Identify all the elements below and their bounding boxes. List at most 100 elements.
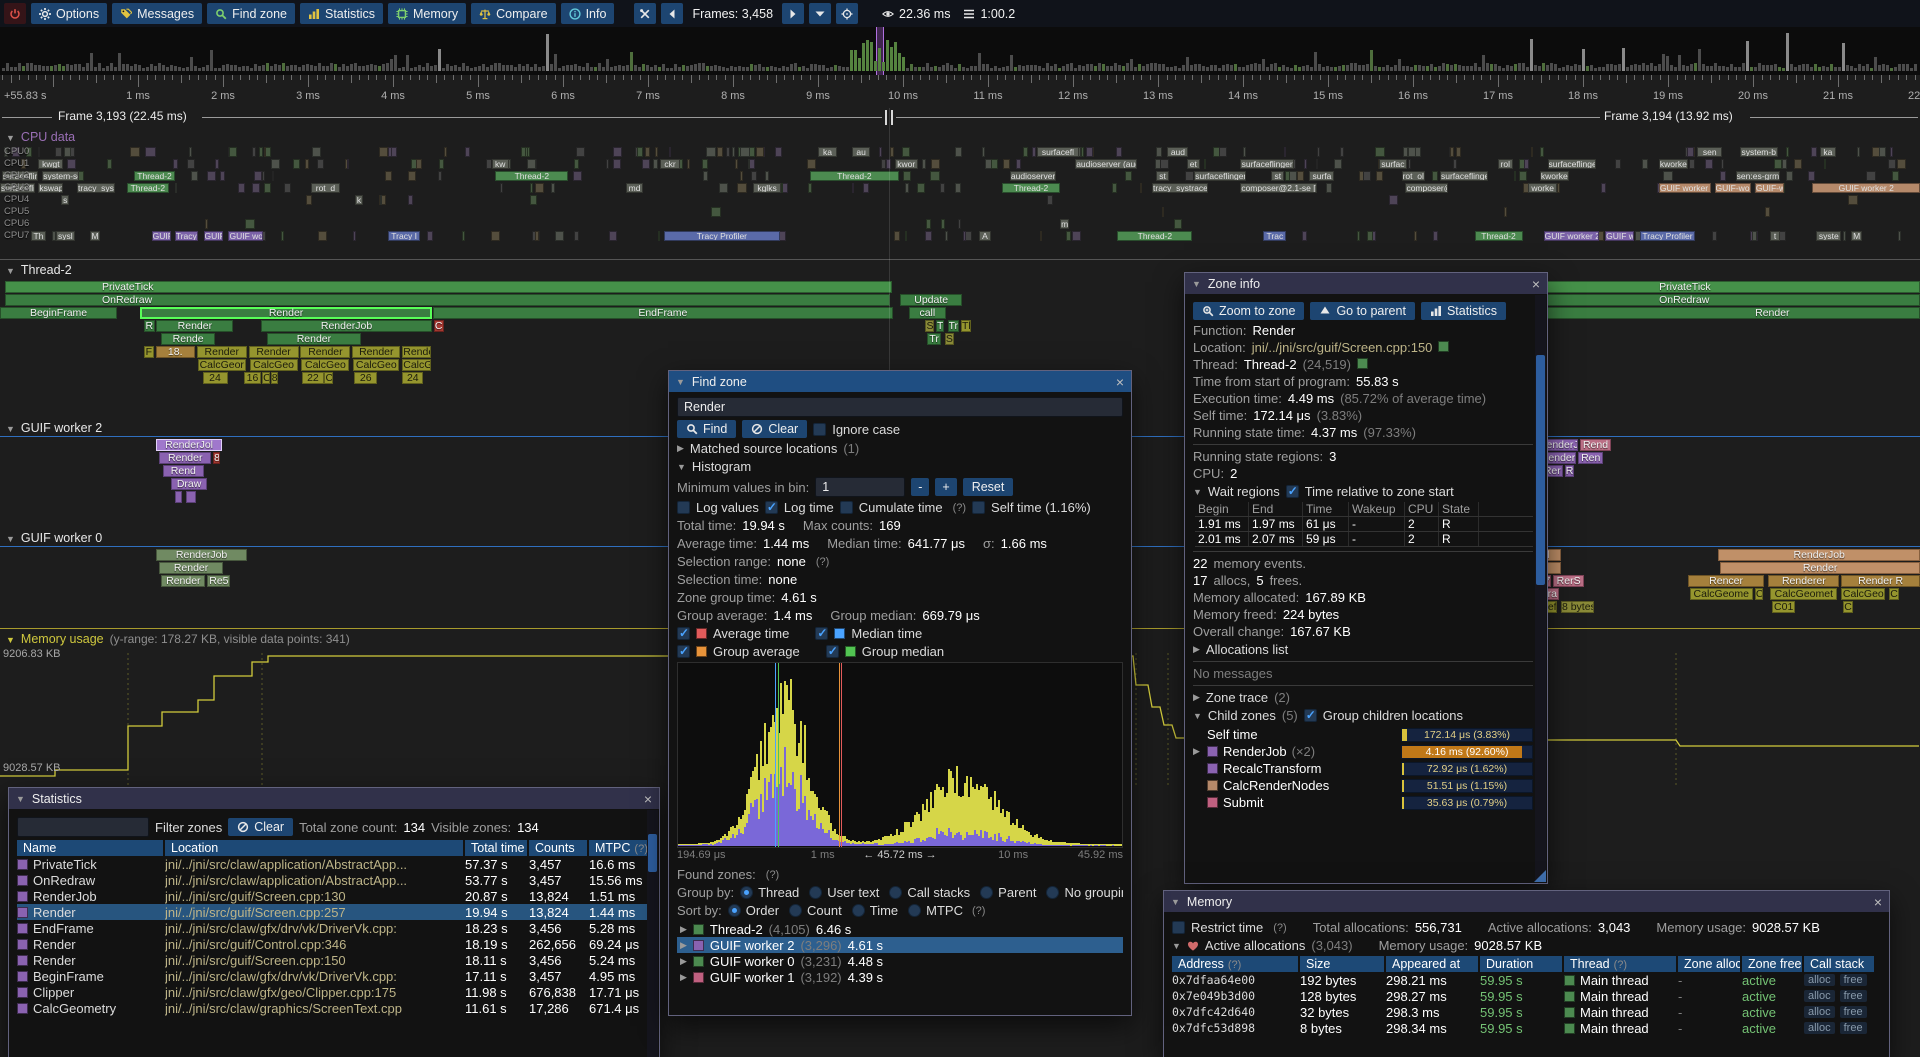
table-row[interactable]: CalcGeometry jni/../jni/src/claw/graphics… <box>17 1000 651 1016</box>
cpu-zone[interactable]: system-serv <box>42 171 79 181</box>
cpu-zone[interactable]: suraceflinge <box>1 171 39 181</box>
go-to-parent-button[interactable]: Go to parent <box>1310 302 1415 320</box>
radio-icon[interactable] <box>908 904 922 917</box>
cpu-zone[interactable]: composer@ <box>1405 183 1448 193</box>
timeline-zone[interactable]: call <box>909 307 946 319</box>
timeline-zone[interactable]: Tl <box>960 320 971 332</box>
cpu-zone[interactable]: GUIF worker 0 <box>1658 183 1711 193</box>
timeline-zone[interactable]: 18. <box>155 346 195 358</box>
cpu-zone[interactable]: Tracy <box>174 231 198 241</box>
timeline-zone[interactable]: Re5 <box>207 575 231 587</box>
table-row[interactable]: Render jni/../jni/src/guif/Control.cpp:34… <box>17 936 651 952</box>
timeline-zone[interactable]: Rend <box>163 465 204 477</box>
group-children-checkbox[interactable] <box>1303 708 1317 722</box>
toolbar-button-statistics[interactable]: Statistics <box>299 3 383 24</box>
collapse-arrow-icon[interactable]: ▼ <box>677 461 686 472</box>
timeline-zone[interactable]: BeginFrame <box>0 307 118 319</box>
column-header-total-time[interactable]: Total time <box>465 840 527 856</box>
timeline-zone[interactable]: Render F <box>402 346 432 358</box>
cpu-zone[interactable]: sysl <box>55 231 75 241</box>
timeline-zone[interactable]: C01 <box>1772 601 1796 613</box>
cpu-zone[interactable]: GUIF-w <box>1754 183 1784 193</box>
cpu-zone[interactable]: kswapd0 <box>38 183 64 193</box>
found-group-row[interactable]: ▶ GUIF worker 0 (3,231) 4.48 s <box>677 953 1123 969</box>
help-icon[interactable]: (?) <box>1273 921 1287 934</box>
group-option-call-stacks[interactable]: Call stacks <box>889 885 970 900</box>
help-icon[interactable]: (?) <box>1227 959 1242 971</box>
active-allocations-section[interactable]: ▼ Active allocations (3,043) Memory usag… <box>1172 938 1543 953</box>
statistics-titlebar[interactable]: ▼ Statistics × <box>9 788 659 809</box>
goto-frame-button[interactable] <box>809 3 832 24</box>
cpu-zone[interactable]: m <box>1059 219 1070 229</box>
timeline-zone[interactable]: CalcGeo <box>353 359 400 371</box>
cpu-zone[interactable]: k <box>355 195 363 205</box>
cpu-zone[interactable]: tracy_sys <box>76 183 116 193</box>
allocations-list-row[interactable]: ▶ Allocations list <box>1193 642 1289 657</box>
radio-icon[interactable] <box>740 886 754 899</box>
timeline-zone[interactable]: Render <box>161 575 206 587</box>
cpu-zone[interactable]: au <box>852 147 870 157</box>
timeline-zone[interactable]: Renderer <box>1768 575 1840 587</box>
column-header-name[interactable]: Name <box>17 840 163 856</box>
timeline-zone[interactable]: 16 <box>243 372 262 384</box>
cpu-zone[interactable]: ckr <box>660 159 680 169</box>
cpu-zone[interactable]: GUIF worker 2 <box>1543 231 1600 241</box>
column-header-address[interactable]: Address (?) <box>1172 956 1298 972</box>
cpu-zone[interactable]: ka <box>817 147 838 157</box>
reset-button[interactable]: Reset <box>962 478 1014 496</box>
histogram-plot[interactable] <box>677 662 1123 848</box>
cpu-zone[interactable]: Thread-2 <box>126 183 169 193</box>
histogram-section-row[interactable]: ▼ Histogram <box>677 459 752 474</box>
cpu-zone[interactable]: ka <box>1820 147 1836 157</box>
close-icon[interactable]: × <box>1873 893 1882 910</box>
search-input[interactable]: Render <box>677 397 1123 417</box>
column-header-call-stack[interactable]: Call stack <box>1804 956 1874 972</box>
cpu-zone[interactable]: surfac <box>1378 159 1408 169</box>
cpu-zone[interactable]: Thread-2 <box>495 171 569 181</box>
column-header-mtpc[interactable]: MTPC (?) <box>589 840 649 856</box>
timeline-zone[interactable]: Render <box>196 346 247 358</box>
timeline-zone[interactable]: Render <box>159 562 223 574</box>
min-bin-input[interactable]: 1 <box>815 477 906 497</box>
cpu-zone[interactable]: kwgt <box>38 159 64 169</box>
cpu-zone[interactable]: A <box>979 231 991 241</box>
column-header-zone-free[interactable]: Zone free <box>1742 956 1802 972</box>
resize-grip[interactable] <box>1534 870 1546 882</box>
toolbar-button-compare[interactable]: Compare <box>471 3 556 24</box>
collapse-arrow-icon[interactable]: ▶ <box>1193 644 1200 654</box>
cpu-zone[interactable]: audioserver <box>1009 171 1056 181</box>
scrollbar[interactable] <box>647 810 658 1057</box>
radio-icon[interactable] <box>980 886 994 899</box>
decrease-bin-button[interactable]: - <box>911 478 930 496</box>
cpu-zone[interactable]: kw <box>491 159 509 169</box>
cpu-zone[interactable]: Tracy Profiler <box>664 231 780 241</box>
timeline-zone[interactable]: EndFrame <box>432 307 893 319</box>
timeline-zone[interactable]: F <box>144 346 154 358</box>
timeline-zone[interactable]: RenderJob <box>156 549 247 561</box>
cpu-zone[interactable]: composer@2.1-se [HW <box>1240 183 1318 193</box>
call-stack-chip[interactable]: alloc <box>1804 990 1835 1002</box>
column-header-zone-alloc[interactable]: Zone alloc <box>1678 956 1740 972</box>
table-row[interactable]: EndFrame jni/../jni/src/claw/gfx/drv/vk/D… <box>17 920 651 936</box>
timeline-zone[interactable]: C <box>1754 588 1763 600</box>
table-row[interactable]: 0x7e049b3d00 128 bytes 298.27 ms 59.95 s Mai… <box>1172 988 1881 1004</box>
timeline-zone[interactable]: 8 bytes <box>1560 601 1594 613</box>
group-option-thread[interactable]: Thread <box>740 885 799 900</box>
memory-titlebar[interactable]: ▼ Memory × <box>1164 891 1889 912</box>
timeline-zone[interactable]: 24 <box>402 372 424 384</box>
cpu-zone[interactable]: kworke <box>1539 171 1569 181</box>
child-zone-row[interactable]: CalcRenderNodes 51.51 μs (1.15%) <box>1193 777 1533 794</box>
cpu-zone[interactable]: M <box>1850 231 1863 241</box>
next-frame-button[interactable] <box>782 3 805 24</box>
cpu-zone[interactable]: sen:es-grm <box>1735 171 1780 181</box>
toolbar-button-messages[interactable]: Messages <box>112 3 203 24</box>
cpu-zone[interactable]: st <box>1271 171 1285 181</box>
collapse-arrow-icon[interactable]: ▼ <box>6 266 15 276</box>
power-button[interactable] <box>4 3 26 24</box>
call-stack-chip[interactable]: free <box>1839 974 1867 986</box>
cpu-zone[interactable]: Thread-2 <box>1002 183 1060 193</box>
timeline-zone[interactable]: Tr <box>947 320 960 332</box>
table-row[interactable]: Render jni/../jni/src/guif/Screen.cpp:257… <box>17 904 651 920</box>
child-zones-row[interactable]: ▼ Child zones (5) Group children locatio… <box>1193 708 1533 723</box>
table-row[interactable]: OnRedraw jni/../jni/src/claw/application/… <box>17 872 651 888</box>
